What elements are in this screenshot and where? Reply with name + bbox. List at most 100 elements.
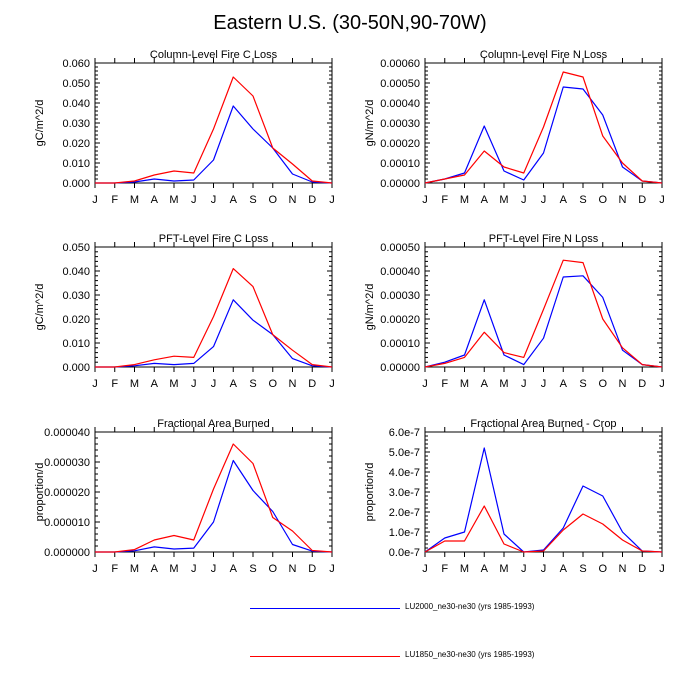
x-tick-label: J xyxy=(422,378,428,390)
series-line-lu1850 xyxy=(95,268,333,368)
chart-panel-4: PFT-Level Fire N Loss gN/m^2/d 0.00000 0.00… xyxy=(364,233,665,390)
x-tick-label: D xyxy=(638,378,646,390)
x-tick-label: O xyxy=(598,563,607,575)
y-tick-label: 2.0e-7 xyxy=(389,507,420,519)
x-tick-label: M xyxy=(169,563,178,575)
series-line-lu2000 xyxy=(95,299,333,368)
plot-frame xyxy=(424,246,663,368)
x-tick-label: N xyxy=(289,563,297,575)
y-axis-label: proportion/d xyxy=(364,463,376,522)
y-tick-label: 0.00050 xyxy=(380,242,420,254)
y-tick-label: 0.000 xyxy=(62,178,90,190)
y-tick-label: 0.040 xyxy=(62,98,90,110)
x-tick-label: D xyxy=(308,378,316,390)
x-tick-label: S xyxy=(579,194,586,206)
x-tick-label: M xyxy=(499,378,508,390)
series-line-lu1850 xyxy=(95,443,333,553)
y-tick-label: 0.020 xyxy=(62,138,90,150)
series-line-lu2000 xyxy=(95,105,333,184)
x-tick-label: F xyxy=(111,378,118,390)
x-tick-label: O xyxy=(598,378,607,390)
chart-title: Fractional Area Burned - Crop xyxy=(470,418,616,430)
x-tick-label: F xyxy=(441,194,448,206)
x-tick-label: J xyxy=(521,563,527,575)
chart-title: PFT-Level Fire C Loss xyxy=(159,233,269,245)
y-tick-label: 0.0e-7 xyxy=(389,547,420,559)
series-line-lu2000 xyxy=(424,447,663,553)
x-tick-label: J xyxy=(211,194,217,206)
y-tick-label: 0.030 xyxy=(62,118,90,130)
x-tick-label: A xyxy=(230,563,238,575)
y-tick-label: 0.00020 xyxy=(380,138,420,150)
series-line-lu2000 xyxy=(424,275,663,368)
x-tick-label: J xyxy=(541,378,547,390)
x-tick-label: A xyxy=(560,563,568,575)
y-tick-label: 0.00050 xyxy=(380,78,420,90)
chart-title: Column-Level Fire C Loss xyxy=(150,49,278,61)
series-line-lu2000 xyxy=(95,459,333,553)
y-tick-label: 0.040 xyxy=(62,266,90,278)
x-tick-label: J xyxy=(541,194,547,206)
x-tick-label: M xyxy=(499,194,508,206)
x-tick-label: J xyxy=(422,563,428,575)
chart-panel-6: Fractional Area Burned - Crop proportion/… xyxy=(364,418,665,575)
x-tick-label: F xyxy=(441,563,448,575)
x-tick-label: D xyxy=(308,194,316,206)
x-tick-label: J xyxy=(521,378,527,390)
legend-label-lu1850: LU1850_ne30-ne30 (yrs 1985-1993) xyxy=(405,650,535,659)
x-tick-label: J xyxy=(659,563,665,575)
x-tick-label: J xyxy=(329,563,335,575)
y-tick-label: 0.000030 xyxy=(44,457,90,469)
x-tick-label: N xyxy=(289,194,297,206)
x-tick-label: A xyxy=(481,378,489,390)
y-tick-label: 0.060 xyxy=(62,58,90,70)
x-tick-label: A xyxy=(560,194,568,206)
x-tick-label: M xyxy=(499,563,508,575)
x-tick-label: D xyxy=(638,194,646,206)
x-tick-label: N xyxy=(619,563,627,575)
chart-title: Column-Level Fire N Loss xyxy=(480,49,608,61)
y-tick-label: 0.00040 xyxy=(380,266,420,278)
y-tick-label: 0.00030 xyxy=(380,118,420,130)
series-line-lu2000 xyxy=(424,86,663,184)
y-tick-label: 0.00040 xyxy=(380,98,420,110)
x-tick-label: S xyxy=(249,563,256,575)
x-tick-label: J xyxy=(92,563,98,575)
y-tick-label: 0.010 xyxy=(62,158,90,170)
y-tick-label: 0.050 xyxy=(62,78,90,90)
y-axis-label: gC/m^2/d xyxy=(34,284,46,331)
legend-item-lu1850: LU1850_ne30-ne30 (yrs 1985-1993) xyxy=(250,650,650,664)
x-tick-label: J xyxy=(659,194,665,206)
x-tick-label: A xyxy=(481,563,489,575)
x-tick-label: F xyxy=(441,378,448,390)
x-tick-label: M xyxy=(130,194,139,206)
series-line-lu1850 xyxy=(424,259,663,368)
x-tick-label: M xyxy=(169,194,178,206)
x-tick-label: A xyxy=(151,194,159,206)
x-tick-label: A xyxy=(230,194,238,206)
legend-line-lu1850 xyxy=(250,656,400,657)
x-tick-label: O xyxy=(268,563,277,575)
y-axis-label: gC/m^2/d xyxy=(34,100,46,147)
y-tick-label: 0.030 xyxy=(62,290,90,302)
y-tick-label: 0.00000 xyxy=(380,362,420,374)
x-tick-label: S xyxy=(579,378,586,390)
x-tick-label: A xyxy=(230,378,238,390)
x-tick-label: M xyxy=(130,378,139,390)
x-tick-label: A xyxy=(560,378,568,390)
y-tick-label: 0.020 xyxy=(62,314,90,326)
legend-line-lu2000 xyxy=(250,608,400,609)
y-tick-label: 0.000010 xyxy=(44,517,90,529)
x-tick-label: D xyxy=(638,563,646,575)
chart-panel-2: Column-Level Fire N Loss gN/m^2/d 0.00000 0… xyxy=(364,49,665,206)
x-tick-label: J xyxy=(422,194,428,206)
y-tick-label: 0.000040 xyxy=(44,427,90,439)
x-tick-label: O xyxy=(268,194,277,206)
x-tick-label: J xyxy=(191,563,197,575)
y-axis-label: gN/m^2/d xyxy=(364,100,376,147)
x-tick-label: J xyxy=(541,563,547,575)
y-tick-label: 3.0e-7 xyxy=(389,487,420,499)
x-tick-label: J xyxy=(191,378,197,390)
plot-frame xyxy=(424,62,663,184)
